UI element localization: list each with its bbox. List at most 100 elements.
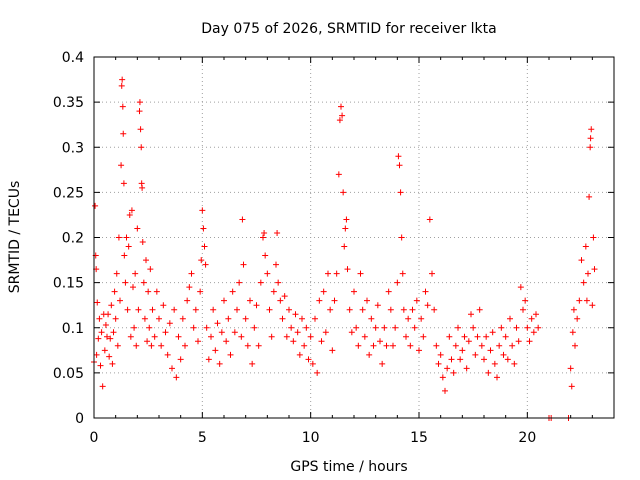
data-point	[115, 234, 122, 241]
data-point	[359, 306, 366, 313]
data-point	[424, 302, 431, 309]
data-point	[93, 351, 100, 358]
data-point	[407, 342, 414, 349]
data-point	[107, 335, 114, 342]
data-point	[210, 306, 217, 313]
data-point	[459, 347, 466, 354]
data-point	[296, 351, 303, 358]
data-point	[517, 284, 524, 291]
data-point	[286, 306, 292, 313]
data-point	[513, 324, 520, 331]
data-point	[507, 315, 513, 322]
data-point	[200, 225, 207, 232]
x-axis-label: GPS time / hours	[290, 459, 407, 475]
data-point	[113, 270, 120, 277]
data-point	[120, 130, 127, 137]
data-point	[251, 324, 258, 331]
data-point	[121, 252, 128, 259]
data-point	[236, 279, 243, 286]
data-point	[333, 270, 340, 277]
data-point	[216, 360, 223, 367]
y-tick-label: 0.1	[62, 321, 84, 337]
data-point	[416, 347, 422, 354]
data-point	[336, 117, 343, 124]
data-point	[338, 103, 344, 110]
data-point	[576, 297, 583, 304]
data-point	[524, 324, 531, 331]
data-point	[119, 76, 126, 83]
data-point	[151, 333, 158, 340]
data-point	[585, 270, 591, 277]
chart-title: Day 075 of 2026, SRMTID for receiver lkt…	[201, 21, 496, 37]
data-point	[184, 297, 191, 304]
data-point	[274, 229, 281, 236]
data-point	[476, 306, 483, 313]
data-point	[102, 322, 109, 329]
data-point	[131, 324, 138, 331]
data-point	[515, 338, 522, 345]
data-point	[234, 306, 240, 313]
data-point	[182, 342, 188, 349]
data-point	[327, 306, 334, 313]
data-point	[136, 99, 143, 106]
data-point	[366, 351, 373, 358]
data-point	[239, 216, 246, 223]
data-point	[94, 299, 101, 306]
data-point	[111, 288, 118, 295]
data-point	[112, 315, 119, 322]
y-tick-label: 0.4	[62, 50, 84, 66]
data-point	[413, 297, 420, 304]
data-point	[526, 338, 533, 345]
data-point	[279, 315, 286, 322]
data-point	[153, 288, 160, 295]
axis-ticks: 0 0.05 0.1 0.15 0.2 0.25 0.3 0.35 0.4 0 5 10 15 20	[53, 50, 614, 446]
x-tick-label: 10	[302, 430, 320, 446]
data-point	[270, 288, 277, 295]
data-point	[262, 252, 269, 259]
data-point	[257, 279, 264, 286]
y-axis-label: SRMTID / TECUs	[7, 181, 23, 294]
data-point	[470, 324, 477, 331]
data-point	[583, 297, 590, 304]
data-point	[500, 351, 507, 358]
data-point	[379, 360, 386, 367]
data-point	[101, 347, 108, 354]
data-point	[229, 288, 236, 295]
data-point	[340, 189, 347, 196]
data-point	[309, 360, 316, 367]
data-point	[281, 293, 288, 300]
data-point	[504, 356, 511, 363]
data-point	[205, 356, 212, 363]
data-point	[496, 342, 503, 349]
data-point	[491, 360, 498, 367]
data-point	[199, 207, 206, 214]
x-tick-label: 5	[198, 430, 207, 446]
data-point	[288, 324, 295, 331]
data-point	[342, 225, 349, 232]
data-point	[331, 297, 338, 304]
data-point	[97, 362, 104, 369]
data-point	[411, 324, 418, 331]
data-point	[249, 360, 256, 367]
data-point	[146, 324, 153, 331]
data-point	[195, 338, 201, 345]
x-tick-label: 0	[90, 430, 99, 446]
data-point	[409, 306, 416, 313]
data-point	[383, 342, 390, 349]
data-point	[498, 324, 505, 331]
data-point	[528, 315, 535, 322]
data-point	[403, 333, 409, 340]
data-point	[179, 315, 186, 322]
plot-frame	[93, 56, 615, 419]
data-point	[144, 338, 151, 345]
data-point	[303, 324, 310, 331]
data-point	[164, 351, 171, 358]
data-point	[591, 266, 598, 273]
data-point	[472, 351, 479, 358]
data-point	[394, 279, 401, 286]
data-point	[130, 284, 136, 291]
data-point	[108, 302, 115, 309]
data-point	[485, 369, 492, 376]
data-point	[114, 342, 121, 349]
data-point	[240, 261, 247, 268]
